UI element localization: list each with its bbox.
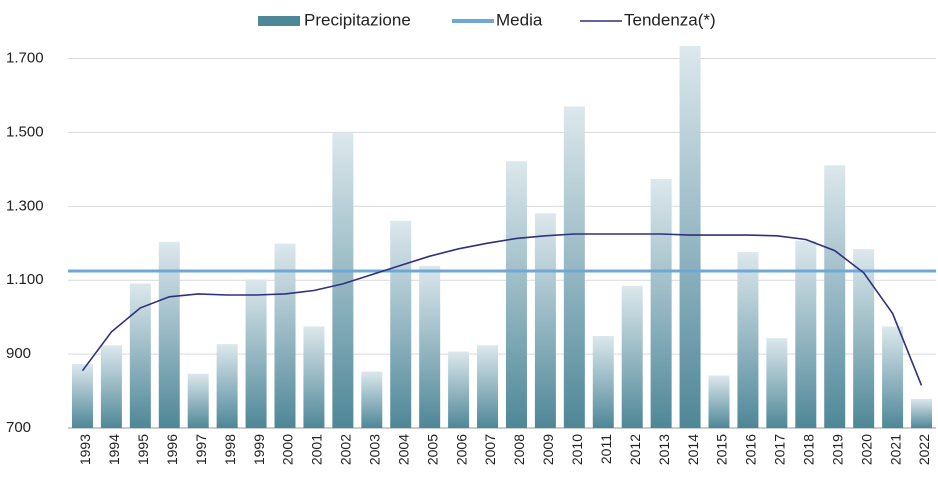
bar bbox=[534, 213, 556, 428]
bar bbox=[766, 338, 788, 428]
x-tick-label: 2014 bbox=[685, 434, 701, 465]
x-tick-label: 2007 bbox=[482, 434, 498, 465]
y-tick-label: 700 bbox=[6, 419, 31, 436]
x-tick-label: 2022 bbox=[916, 434, 932, 465]
bar bbox=[129, 283, 151, 428]
bar bbox=[505, 161, 527, 429]
bar bbox=[853, 249, 875, 428]
x-tick-label: 1999 bbox=[251, 434, 267, 465]
x-tick-label: 2018 bbox=[801, 434, 817, 465]
y-tick-label: 900 bbox=[6, 345, 31, 362]
x-tick-label: 1995 bbox=[135, 434, 151, 465]
x-tick-label: 2013 bbox=[656, 434, 672, 465]
x-tick-label: 2000 bbox=[280, 434, 296, 465]
x-tick-label: 2008 bbox=[511, 434, 527, 465]
x-tick-label: 2015 bbox=[714, 434, 730, 465]
legend-label: Media bbox=[496, 10, 543, 29]
bar bbox=[158, 241, 180, 428]
x-tick-label: 2010 bbox=[569, 434, 585, 465]
bar bbox=[187, 373, 209, 428]
x-tick-label: 2012 bbox=[627, 434, 643, 465]
x-tick-label: 2016 bbox=[743, 434, 759, 465]
bar bbox=[332, 132, 354, 428]
legend-swatch bbox=[258, 16, 300, 26]
x-tick-label: 2001 bbox=[309, 434, 325, 465]
bar bbox=[448, 351, 470, 428]
bar bbox=[274, 243, 296, 428]
y-tick-label: 1.300 bbox=[6, 197, 44, 214]
trend-line bbox=[81, 233, 923, 386]
bar bbox=[100, 345, 122, 428]
bar bbox=[911, 398, 933, 428]
legend-label: Precipitazione bbox=[304, 10, 411, 29]
bar bbox=[216, 344, 238, 428]
x-tick-label: 2009 bbox=[540, 434, 556, 465]
y-tick-label: 1.700 bbox=[6, 49, 44, 66]
bar bbox=[245, 279, 267, 428]
bar bbox=[419, 265, 441, 428]
bar bbox=[592, 335, 614, 428]
bar bbox=[477, 345, 499, 428]
x-tick-label: 2011 bbox=[598, 434, 614, 464]
x-tick-label: 1998 bbox=[222, 434, 238, 465]
x-tick-label: 1993 bbox=[77, 434, 93, 465]
bar bbox=[621, 285, 643, 428]
bar bbox=[737, 252, 759, 428]
bar bbox=[303, 326, 325, 428]
x-tick-label: 2004 bbox=[395, 434, 411, 465]
bar bbox=[650, 178, 672, 428]
x-tick-label: 1996 bbox=[164, 434, 180, 465]
bar bbox=[882, 326, 904, 428]
y-tick-label: 1.500 bbox=[6, 123, 44, 140]
x-tick-label: 2003 bbox=[367, 434, 383, 465]
y-tick-label: 1.100 bbox=[6, 271, 44, 288]
x-tick-label: 2020 bbox=[858, 434, 874, 465]
bar bbox=[563, 106, 585, 428]
bar bbox=[71, 364, 93, 428]
bar bbox=[390, 220, 412, 428]
x-tick-label: 2002 bbox=[338, 434, 354, 465]
x-tick-label: 1997 bbox=[193, 434, 209, 465]
bar bbox=[361, 371, 383, 428]
bar bbox=[795, 240, 817, 428]
legend-label: Tendenza(*) bbox=[624, 10, 716, 29]
x-tick-label: 1994 bbox=[106, 434, 122, 465]
x-tick-label: 2021 bbox=[887, 434, 903, 465]
x-tick-label: 2019 bbox=[829, 434, 845, 465]
bar bbox=[824, 165, 846, 429]
x-tick-label: 2005 bbox=[424, 434, 440, 465]
bar bbox=[708, 375, 730, 428]
x-tick-label: 2006 bbox=[453, 434, 469, 465]
bar bbox=[679, 45, 701, 428]
x-tick-label: 2017 bbox=[772, 434, 788, 465]
